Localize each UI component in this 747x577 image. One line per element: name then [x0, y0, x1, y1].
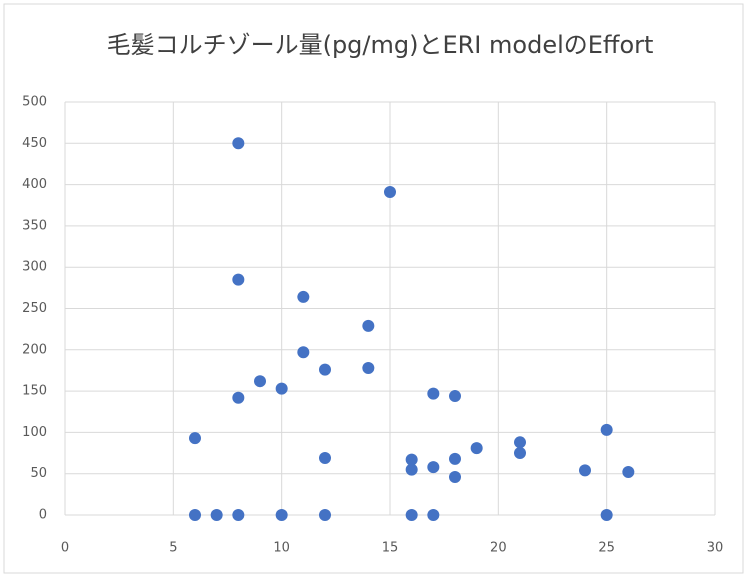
point [189, 432, 201, 445]
point [427, 509, 440, 521]
point [600, 423, 613, 436]
point [405, 463, 418, 476]
point [275, 382, 288, 395]
y-tick-label: 350 [22, 218, 47, 233]
point [427, 461, 440, 474]
x-tick-label: 30 [707, 541, 724, 556]
point [254, 375, 266, 388]
x-tick-label: 10 [273, 541, 290, 556]
y-tick-label: 500 [22, 95, 47, 110]
point [449, 452, 461, 465]
point [362, 361, 375, 374]
point [210, 509, 223, 521]
point [405, 509, 418, 521]
chart-frame [3, 3, 744, 574]
x-tick-label: 5 [169, 541, 177, 556]
point [232, 391, 245, 404]
point [427, 387, 440, 400]
x-tick-label: 20 [490, 541, 507, 556]
y-tick-label: 400 [22, 177, 47, 192]
point [297, 346, 310, 359]
point [319, 509, 331, 521]
point [470, 442, 483, 455]
x-tick-label: 0 [61, 541, 69, 556]
point [600, 509, 613, 521]
point [384, 186, 396, 199]
point [449, 471, 461, 484]
y-tick-label: 300 [22, 260, 47, 275]
chart-title: 毛髪コルチゾール量(pg/mg)とERI modelのEffort [107, 31, 654, 59]
point [189, 509, 201, 521]
x-tick-label: 15 [382, 541, 399, 556]
point [297, 290, 310, 303]
point [449, 390, 461, 403]
point [275, 509, 288, 521]
y-tick-label: 200 [22, 342, 47, 357]
y-tick-label: 100 [22, 425, 47, 440]
point [319, 452, 331, 465]
point [405, 453, 418, 466]
point [232, 273, 245, 286]
y-tick-label: 250 [22, 301, 47, 316]
point [319, 363, 331, 376]
y-tick-label: 0 [39, 508, 47, 523]
point [579, 464, 591, 477]
y-tick-label: 150 [22, 384, 47, 399]
y-tick-label: 450 [22, 136, 47, 151]
point [622, 466, 635, 479]
point [232, 509, 245, 521]
x-tick-label: 25 [598, 541, 615, 556]
y-tick-label: 50 [30, 466, 47, 481]
point [362, 319, 375, 332]
point [232, 137, 245, 150]
point [514, 436, 526, 449]
point [514, 447, 526, 460]
